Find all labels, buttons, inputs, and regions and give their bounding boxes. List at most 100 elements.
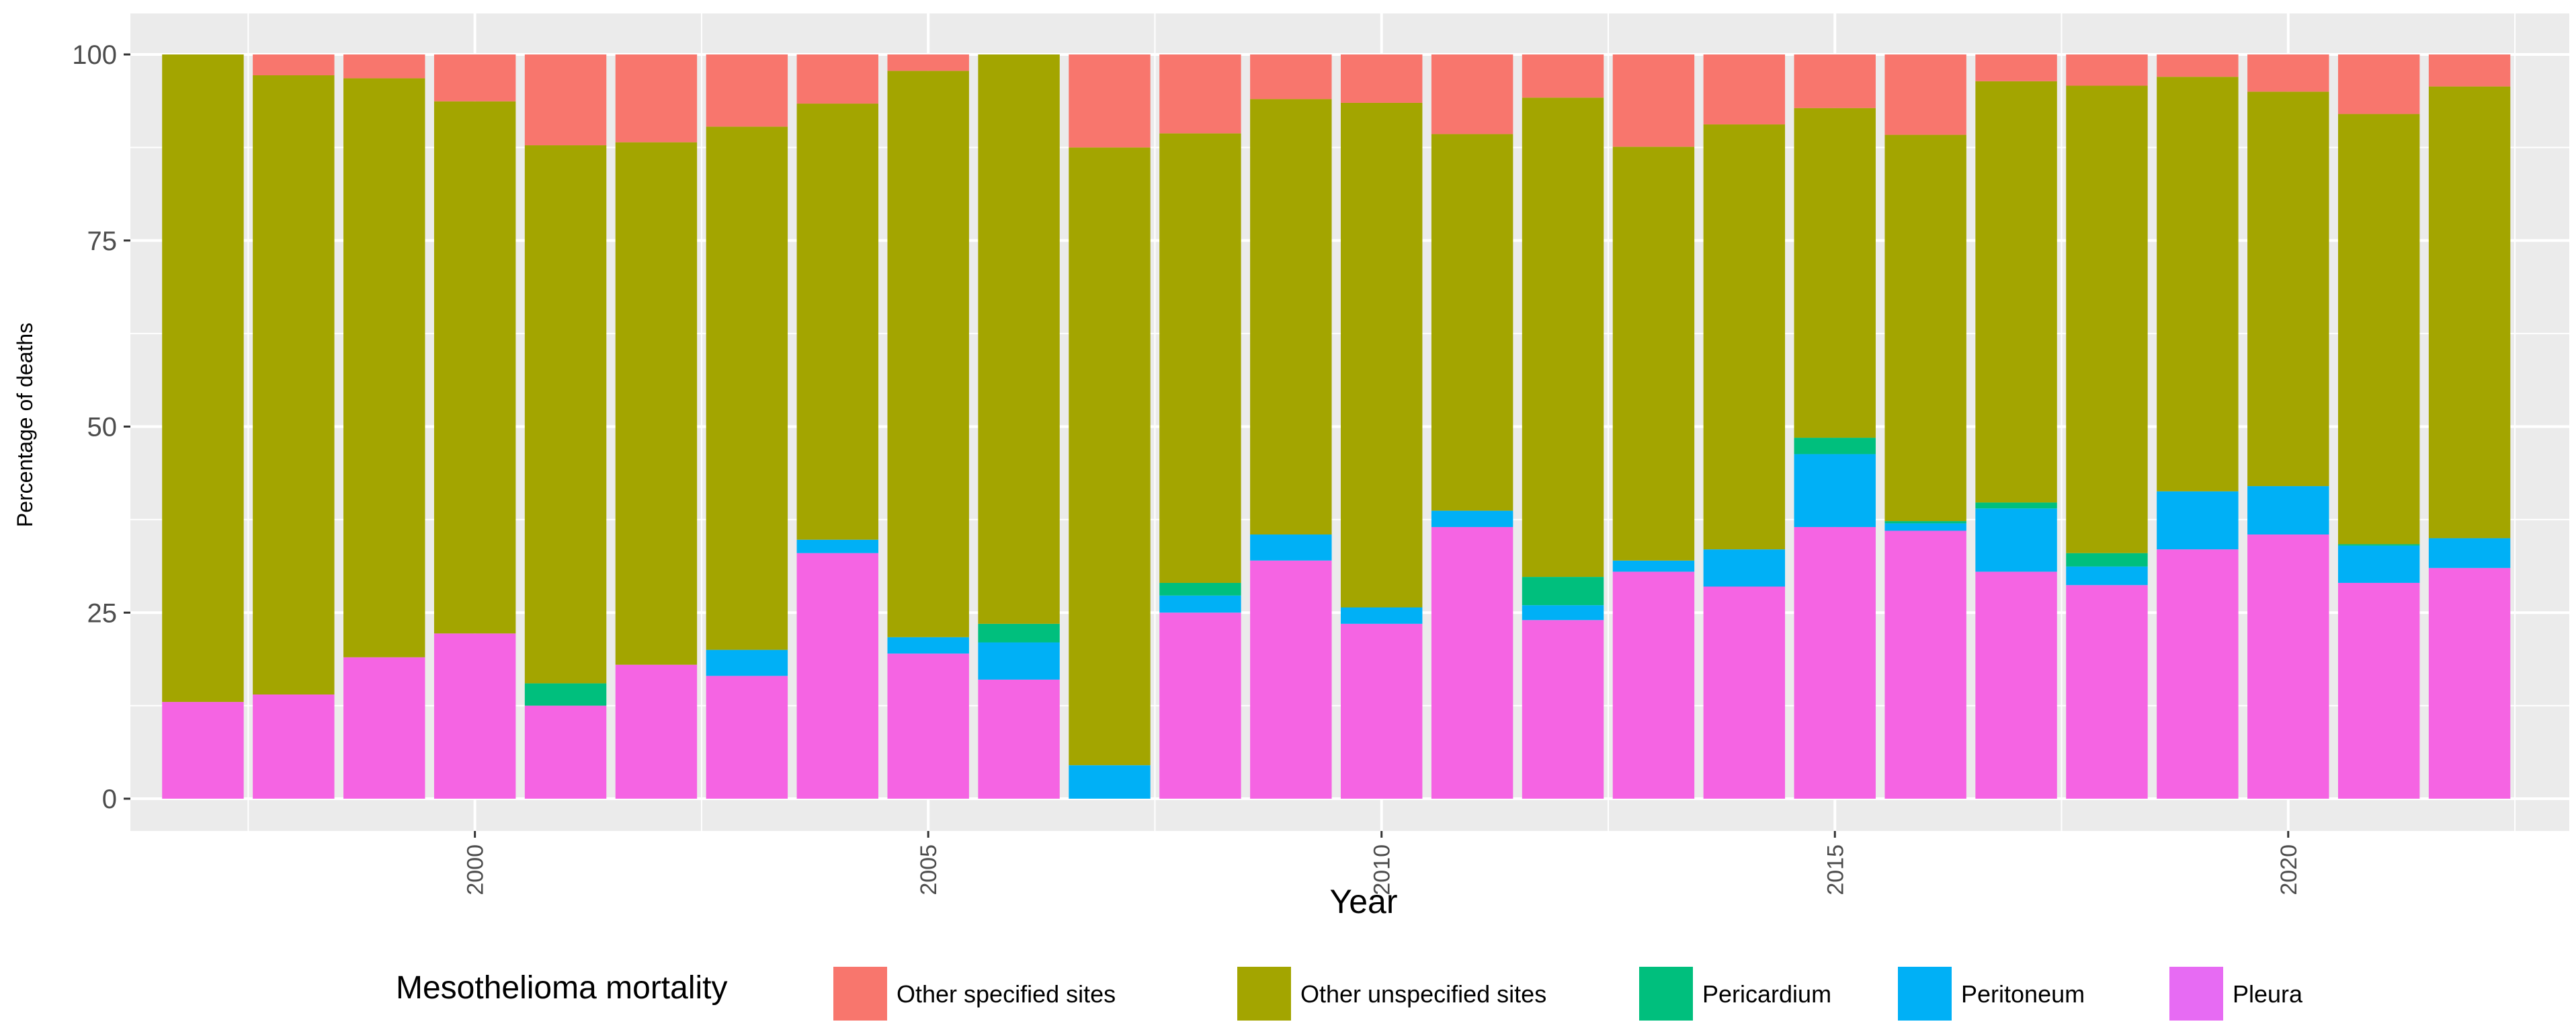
bar-other-specified-sites-1999	[343, 54, 425, 79]
bar-other-specified-sites-2007	[1069, 54, 1151, 148]
bar-pericardium-2015	[1794, 438, 1876, 454]
bar-pleura-2009	[1250, 560, 1332, 799]
bar-other-unspecified-sites-2003	[706, 126, 788, 650]
x-tick-label: 2020	[2276, 844, 2302, 896]
legend-title: Mesothelioma mortality	[396, 970, 728, 1006]
bar-pleura-2012	[1522, 620, 1604, 799]
bar-other-unspecified-sites-2004	[796, 104, 878, 540]
bar-other-unspecified-sites-2019	[2157, 77, 2239, 491]
bar-peritoneum-2004	[796, 539, 878, 553]
bar-other-unspecified-sites-2005	[887, 71, 969, 637]
bar-other-specified-sites-2008	[1159, 54, 1241, 134]
bar-other-specified-sites-2022	[2428, 54, 2511, 87]
bar-peritoneum-2003	[706, 649, 788, 676]
bar-pericardium-2006	[978, 623, 1060, 643]
bar-other-unspecified-sites-2002	[615, 142, 698, 665]
bar-other-unspecified-sites-2009	[1250, 99, 1332, 535]
bar-other-specified-sites-2000	[433, 54, 516, 102]
bar-peritoneum-2012	[1522, 605, 1604, 621]
bar-pericardium-2008	[1159, 582, 1241, 596]
bar-pleura-2002	[615, 664, 698, 799]
legend: Mesothelioma mortality Other specified s…	[396, 967, 2303, 1021]
bar-other-specified-sites-2003	[706, 54, 788, 127]
bar-other-specified-sites-2017	[1975, 54, 2057, 81]
bar-other-specified-sites-2005	[887, 54, 969, 71]
bar-other-unspecified-sites-2014	[1703, 124, 1786, 550]
bar-pleura-2004	[796, 553, 878, 799]
legend-key-other-specified-sites	[833, 967, 887, 1021]
bar-other-unspecified-sites-2022	[2428, 86, 2511, 539]
legend-label-peritoneum: Peritoneum	[1961, 980, 2085, 1008]
bar-peritoneum-2009	[1250, 534, 1332, 561]
bar-pericardium-2012	[1522, 577, 1604, 606]
bar-peritoneum-2010	[1341, 607, 1423, 624]
legend-label-pericardium: Pericardium	[1702, 980, 1831, 1008]
bar-pleura-2003	[706, 676, 788, 799]
bar-other-unspecified-sites-2001	[524, 145, 607, 684]
y-tick-label: 0	[102, 785, 117, 814]
x-tick-label: 2005	[916, 844, 942, 896]
bar-other-unspecified-sites-2018	[2066, 85, 2148, 553]
bar-other-specified-sites-2020	[2247, 54, 2329, 92]
x-axis: 2000 2005 2010 2015 2020	[463, 831, 2302, 896]
y-tick-label: 100	[72, 40, 117, 70]
bar-other-specified-sites-2002	[615, 54, 698, 143]
legend-key-other-unspecified-sites	[1237, 967, 1291, 1021]
x-axis-title: Year	[1329, 883, 1397, 920]
bar-other-unspecified-sites-1997	[162, 54, 244, 703]
bar-peritoneum-2016	[1884, 523, 1966, 531]
bar-pleura-2022	[2428, 567, 2511, 799]
bar-other-unspecified-sites-2020	[2247, 91, 2329, 487]
bar-other-unspecified-sites-2011	[1431, 134, 1513, 511]
bar-peritoneum-2011	[1431, 510, 1513, 527]
bar-other-unspecified-sites-2012	[1522, 97, 1604, 578]
bar-peritoneum-2022	[2428, 538, 2511, 568]
y-axis: 0 25 50 75 100	[72, 40, 130, 814]
bar-peritoneum-2008	[1159, 595, 1241, 613]
legend-key-pleura	[2169, 967, 2223, 1021]
legend-label-other-specified-sites: Other specified sites	[897, 980, 1116, 1008]
bar-pleura-2014	[1703, 586, 1786, 799]
bar-peritoneum-2007	[1069, 765, 1151, 799]
bar-other-specified-sites-2011	[1431, 54, 1513, 134]
bar-pleura-1997	[162, 702, 244, 799]
bars	[162, 54, 2511, 799]
bar-other-unspecified-sites-2013	[1612, 147, 1695, 561]
bar-pleura-1999	[343, 657, 425, 799]
bar-other-unspecified-sites-2007	[1069, 147, 1151, 766]
bar-other-specified-sites-2004	[796, 54, 878, 104]
bar-pleura-2013	[1612, 571, 1695, 799]
bar-peritoneum-2015	[1794, 454, 1876, 527]
bar-pleura-2005	[887, 653, 969, 799]
legend-key-peritoneum	[1898, 967, 1952, 1021]
bar-pericardium-2021	[2337, 544, 2420, 546]
bar-pleura-2006	[978, 679, 1060, 799]
bar-other-unspecified-sites-2000	[433, 101, 516, 634]
y-tick-label: 25	[87, 598, 118, 628]
bar-pleura-2017	[1975, 571, 2057, 799]
bar-pericardium-2017	[1975, 502, 2057, 509]
bar-pleura-2015	[1794, 526, 1876, 799]
bar-pleura-2008	[1159, 612, 1241, 799]
x-tick-label: 2010	[1370, 844, 1395, 896]
bar-pericardium-2001	[524, 683, 607, 706]
bar-pleura-2000	[433, 633, 516, 799]
bar-pleura-2020	[2247, 534, 2329, 799]
bar-pleura-2010	[1341, 623, 1423, 799]
bar-pleura-2021	[2337, 582, 2420, 799]
bar-other-specified-sites-1998	[253, 54, 335, 75]
bar-pleura-2001	[524, 705, 607, 799]
bar-other-unspecified-sites-2008	[1159, 133, 1241, 583]
bar-peritoneum-2005	[887, 637, 969, 654]
bar-other-unspecified-sites-2021	[2337, 114, 2420, 545]
bar-pleura-2011	[1431, 526, 1513, 799]
bar-other-specified-sites-2012	[1522, 54, 1604, 98]
bar-peritoneum-2017	[1975, 508, 2057, 572]
bar-peritoneum-2006	[978, 642, 1060, 680]
bar-other-unspecified-sites-2017	[1975, 81, 2057, 503]
bar-pericardium-2016	[1884, 521, 1966, 524]
bar-other-unspecified-sites-2016	[1884, 134, 1966, 522]
bar-other-specified-sites-2016	[1884, 54, 1966, 135]
legend-label-other-unspecified-sites: Other unspecified sites	[1300, 980, 1546, 1008]
legend-key-pericardium	[1639, 967, 1693, 1021]
